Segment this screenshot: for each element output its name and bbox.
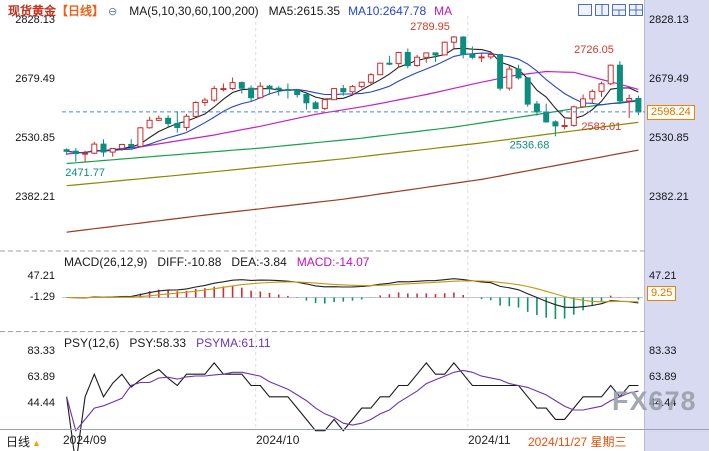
last-price-tag: 2598.24: [647, 105, 695, 120]
psyma-value: PSYMA:61.11: [196, 336, 271, 350]
right-axis-strip: [644, 0, 709, 451]
period-selector[interactable]: 日线 ▲: [6, 433, 41, 450]
svg-text:2536.68: 2536.68: [510, 139, 550, 151]
macd-params-label: MACD(26,12,9): [64, 255, 148, 269]
indicator-settings-icon[interactable]: ⊖: [108, 6, 118, 18]
macd-axis-tag: 9.25: [647, 286, 677, 301]
macd-dea-value: DEA:-3.84: [231, 255, 287, 269]
period-tag: 【日线】: [56, 4, 105, 18]
layout-split-4-icon[interactable]: [629, 3, 643, 16]
period-arrow-icon: ▲: [32, 438, 41, 448]
x-axis-date-label: 2024/09: [63, 433, 107, 447]
ma5-value: MA5:2615.35: [268, 4, 341, 18]
ma30-value-truncated: MA: [434, 4, 453, 18]
ma10-value: MA10:2647.78: [348, 4, 427, 18]
macd-header: MACD(26,12,9) DIFF:-10.88 DEA:-3.84 MACD:-1…: [64, 255, 369, 269]
chart-header: 现货黄金【日线】 ⊖ MA(5,10,30,60,100,200) MA5:2615.…: [8, 2, 452, 19]
psy-header: PSY(12,6) PSY:58.33 PSYMA:61.11: [64, 336, 271, 350]
svg-text:2583.01: 2583.01: [581, 121, 621, 133]
layout-split-2-icon[interactable]: [595, 3, 609, 16]
current-date-label: 2024/11/27 星期三: [528, 435, 627, 449]
date-axis-bar: 日线 ▲ 2024/09 2024/10 2024/11 2024/11/27 星期三: [0, 429, 709, 451]
layout-single-icon[interactable]: [578, 3, 592, 16]
svg-text:2726.05: 2726.05: [574, 44, 614, 56]
svg-text:2471.77: 2471.77: [65, 167, 105, 179]
period-selector-label: 日线: [6, 435, 31, 449]
x-axis-date-label: 2024/11: [468, 433, 511, 447]
psy-value: PSY:58.33: [129, 336, 187, 350]
x-axis-date-label: 2024/10: [256, 433, 300, 447]
ma-params-label: MA(5,10,30,60,100,200): [129, 4, 259, 18]
macd-axis-value: 9.25: [651, 287, 673, 299]
instrument-title: 现货黄金: [8, 4, 57, 18]
svg-text:2789.95: 2789.95: [410, 21, 450, 33]
layout-split-3-icon[interactable]: [612, 3, 626, 16]
layout-toolbar: [578, 3, 643, 16]
last-price-value: 2598.24: [651, 106, 691, 118]
watermark: FX678: [612, 386, 697, 416]
macd-diff-value: DIFF:-10.88: [157, 255, 222, 269]
macd-hist-value: MACD:-14.07: [296, 255, 370, 269]
psy-params-label: PSY(12,6): [64, 336, 120, 350]
